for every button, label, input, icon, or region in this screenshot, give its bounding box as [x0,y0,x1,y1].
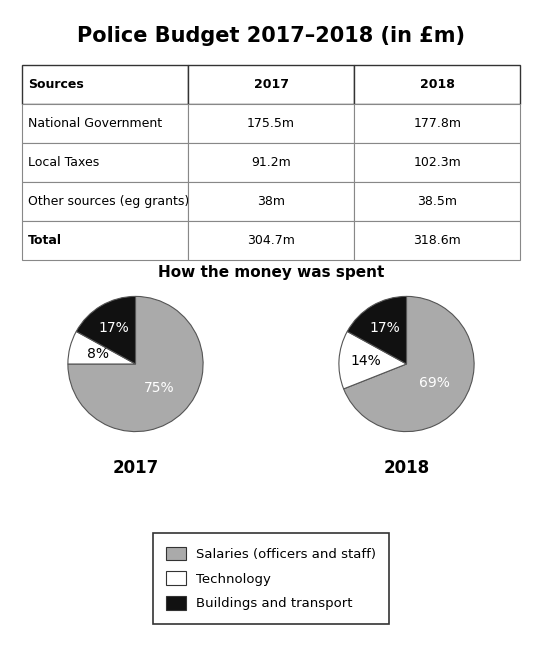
Wedge shape [339,332,406,389]
Wedge shape [76,296,136,364]
Text: 17%: 17% [99,321,130,335]
Text: 2017: 2017 [112,459,159,476]
Text: 69%: 69% [419,376,450,390]
Wedge shape [347,296,406,364]
Wedge shape [68,296,203,432]
Text: 8%: 8% [87,347,108,361]
Text: How the money was spent: How the money was spent [158,265,384,281]
Wedge shape [344,296,474,432]
Text: 75%: 75% [144,381,175,395]
Legend: Salaries (officers and staff), Technology, Buildings and transport: Salaries (officers and staff), Technolog… [153,534,389,623]
Text: Police Budget 2017–2018 (in £m): Police Budget 2017–2018 (in £m) [77,26,465,46]
Wedge shape [68,332,136,364]
Text: 2018: 2018 [383,459,430,476]
Text: 17%: 17% [370,321,401,335]
Text: 14%: 14% [351,354,382,369]
